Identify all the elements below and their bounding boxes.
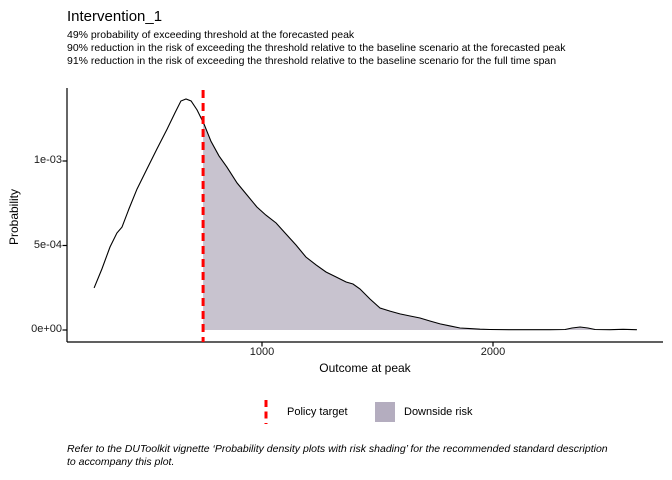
density-curve — [93, 98, 637, 331]
legend-label-downside-risk: Downside risk — [404, 406, 473, 418]
y-tick-label-0e00: 0e+00 — [31, 323, 62, 335]
axis-tick-marks — [62, 160, 494, 347]
subtitle-line-1: 49% probability of exceeding threshold a… — [67, 29, 355, 41]
legend-label-policy-target: Policy target — [287, 406, 348, 418]
downside-risk-area — [203, 122, 637, 330]
policy-target-legend-key-icon — [264, 400, 268, 424]
x-tick-label-1000: 1000 — [249, 346, 275, 358]
caption: Refer to the DUToolkit vignette ‘Probabi… — [67, 443, 608, 468]
y-tick-label-1e-03: 1e-03 — [33, 154, 62, 166]
chart-title: Intervention_1 — [67, 8, 163, 25]
x-tick-label-2000: 2000 — [480, 346, 506, 358]
y-tick-label-5e-04: 5e-04 — [33, 238, 62, 251]
subtitle-line-3: 91% reduction in the risk of exceeding t… — [67, 55, 557, 67]
downside-risk-legend-key-icon — [375, 402, 395, 422]
x-axis-title: Outcome at peak — [319, 361, 411, 375]
subtitle-line-2: 90% reduction in the risk of exceeding t… — [67, 42, 566, 54]
